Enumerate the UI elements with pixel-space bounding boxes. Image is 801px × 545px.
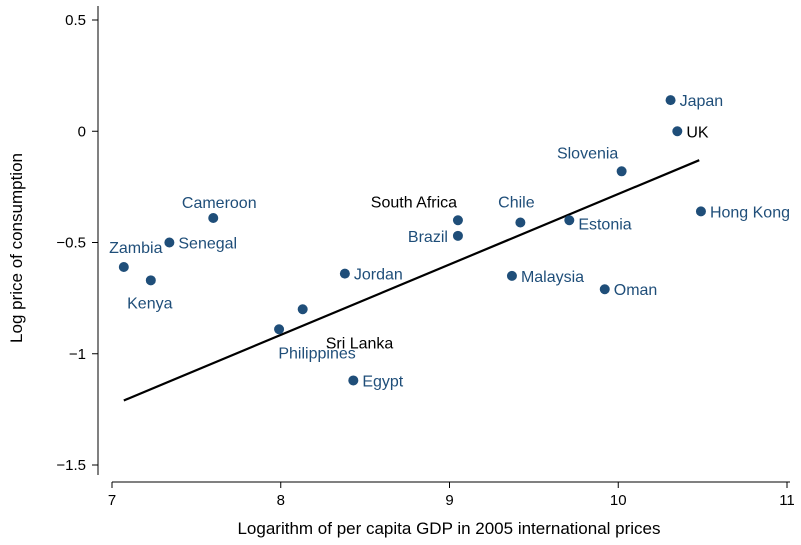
y-tick-label: −1 — [69, 346, 86, 363]
y-axis-ticks: 0.5 0 −0.5 −1 −1.5 — [56, 12, 98, 474]
label-sri-lanka: Sri Lanka — [326, 335, 394, 352]
label-estonia: Estonia — [578, 216, 631, 233]
x-tick-label: 7 — [108, 492, 116, 509]
label-philippines: Philippines — [278, 345, 355, 362]
label-cameroon: Cameroon — [182, 195, 257, 212]
point-brazil — [452, 230, 463, 241]
x-tick-label: 11 — [779, 492, 795, 509]
label-japan: Japan — [680, 93, 724, 110]
y-tick-label: 0 — [78, 123, 86, 140]
y-tick-label: −1.5 — [56, 457, 86, 474]
fit-line-group — [123, 159, 700, 402]
label-malaysia: Malaysia — [521, 269, 584, 286]
point-labels: Zambia Kenya Senegal Cameroon PhilippinesSri… — [109, 93, 790, 390]
data-points — [118, 95, 706, 386]
point-kenya — [145, 275, 156, 286]
point-malaysia — [506, 270, 517, 281]
point-oman — [599, 284, 610, 295]
point-hong-kong — [695, 206, 706, 217]
point-senegal — [164, 237, 175, 248]
point-jordan — [339, 268, 350, 279]
point-philippines — [274, 324, 285, 335]
fit-line — [123, 159, 700, 402]
point-south-africa — [452, 215, 463, 226]
point-egypt — [348, 375, 359, 386]
plot-area: 0.5 0 −0.5 −1 −1.5 7 8 9 10 11 Zambia Kenya Senega… — [56, 6, 795, 509]
label-senegal: Senegal — [178, 236, 237, 253]
x-axis-title: Logarithm of per capita GDP in 2005 inte… — [237, 519, 660, 538]
label-chile: Chile — [498, 194, 535, 211]
label-hong-kong: Hong Kong — [710, 204, 790, 221]
point-uk — [672, 126, 683, 137]
label-slovenia: Slovenia — [557, 145, 618, 162]
x-tick-label: 9 — [445, 492, 453, 509]
point-zambia — [118, 261, 129, 272]
label-south-africa: South Africa — [371, 194, 457, 211]
label-kenya: Kenya — [127, 295, 172, 312]
label-oman: Oman — [614, 282, 658, 299]
point-slovenia — [616, 166, 627, 177]
x-tick-label: 8 — [277, 492, 285, 509]
y-tick-label: −0.5 — [56, 235, 86, 252]
y-axis-title: Log price of consumption — [7, 153, 26, 343]
label-brazil: Brazil — [408, 229, 448, 246]
point-cameroon — [208, 213, 219, 224]
point-sri-lanka — [297, 304, 308, 315]
point-chile — [515, 217, 526, 228]
point-japan — [665, 95, 676, 106]
y-tick-label: 0.5 — [65, 12, 86, 29]
x-tick-label: 10 — [610, 492, 627, 509]
label-zambia: Zambia — [109, 240, 162, 257]
label-egypt: Egypt — [362, 373, 403, 390]
label-uk: UK — [686, 124, 709, 141]
x-axis-ticks: 7 8 9 10 11 — [108, 482, 795, 509]
label-jordan: Jordan — [354, 267, 403, 284]
point-estonia — [564, 215, 575, 226]
